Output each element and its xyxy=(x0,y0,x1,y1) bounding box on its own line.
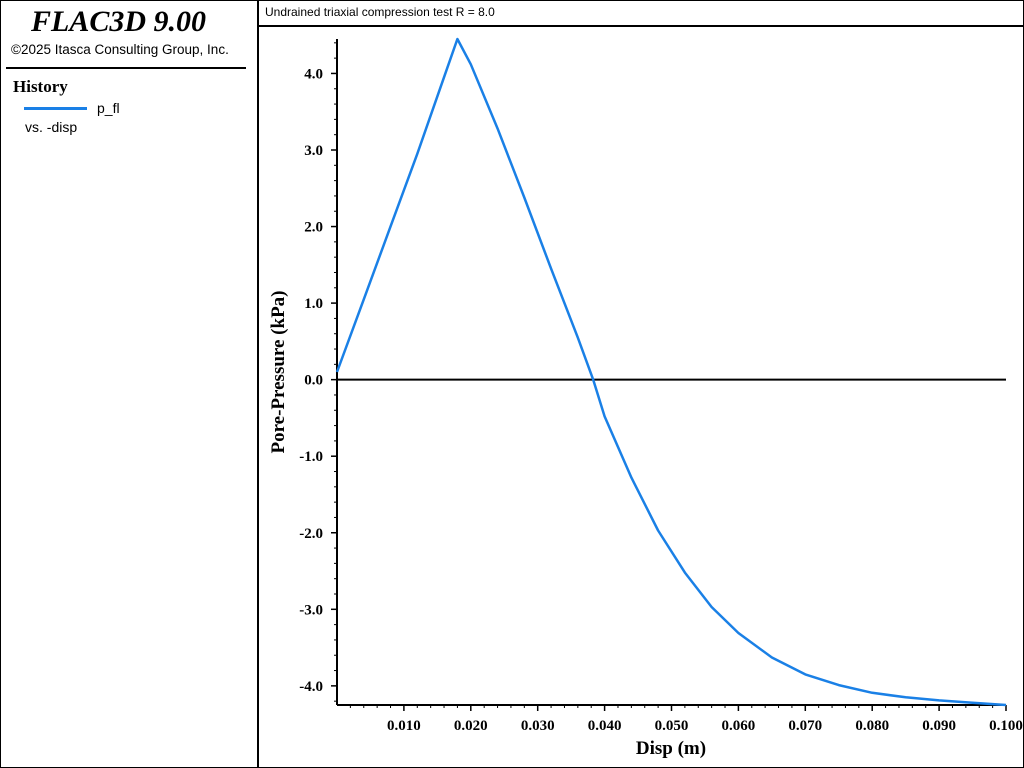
x-tick-label: 0.070 xyxy=(788,718,822,734)
y-tick-label: -2.0 xyxy=(299,526,323,542)
sidebar-panel: FLAC3D 9.00 ©2025 Itasca Consulting Grou… xyxy=(1,1,259,767)
copyright-notice: ©2025 Itasca Consulting Group, Inc. xyxy=(11,42,229,57)
y-tick-label: 0.0 xyxy=(304,373,323,389)
y-tick-label: 3.0 xyxy=(304,143,323,159)
legend-heading: History xyxy=(13,77,68,96)
legend-series-swatch xyxy=(24,107,87,110)
y-tick-label: 2.0 xyxy=(304,220,323,236)
legend-vs-label: vs. -disp xyxy=(25,119,78,135)
x-tick-label: 0.060 xyxy=(722,718,756,734)
y-tick-label: -4.0 xyxy=(299,679,323,695)
app-title: FLAC3D 9.00 xyxy=(31,5,207,38)
x-tick-label: 0.020 xyxy=(454,718,488,734)
sidebar-divider xyxy=(6,67,246,69)
x-tick-label: 0.010 xyxy=(387,718,421,734)
x-tick-label: 0.040 xyxy=(588,718,622,734)
y-tick-label: 4.0 xyxy=(304,66,323,82)
y-tick-label: -1.0 xyxy=(299,449,323,465)
y-tick-label: 1.0 xyxy=(304,296,323,312)
legend-series-label: p_fl xyxy=(97,100,120,116)
x-tick-label: 0.030 xyxy=(521,718,555,734)
chart-title: Undrained triaxial compression test R = … xyxy=(265,5,495,19)
x-tick-label: 0.080 xyxy=(855,718,889,734)
x-axis-title: Disp (m) xyxy=(636,738,706,759)
y-axis-title: Pore-Pressure (kPa) xyxy=(268,290,289,453)
series-line-p-fl xyxy=(335,37,1007,707)
x-tick-label: 0.050 xyxy=(655,718,689,734)
x-tick-label: 0.090 xyxy=(922,718,956,734)
x-tick-label: 0.100 xyxy=(989,718,1023,734)
y-tick-label: -3.0 xyxy=(299,602,323,618)
plot-title-bar: Undrained triaxial compression test R = … xyxy=(259,1,1023,27)
